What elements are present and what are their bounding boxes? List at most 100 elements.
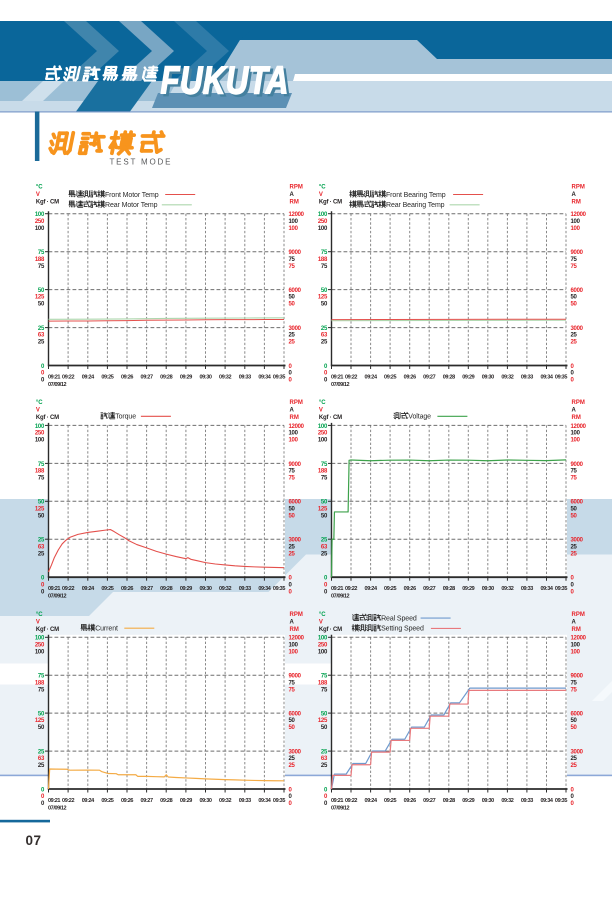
- svg-text:250: 250: [35, 431, 45, 437]
- svg-text:100: 100: [289, 219, 299, 225]
- svg-text:50: 50: [571, 725, 578, 731]
- svg-text:25: 25: [289, 763, 296, 769]
- svg-text:09:21: 09:21: [331, 375, 343, 381]
- svg-text:12000: 12000: [289, 212, 305, 218]
- svg-text:9000: 9000: [571, 674, 584, 680]
- svg-text:V: V: [319, 408, 323, 414]
- svg-text:50: 50: [571, 513, 578, 519]
- svg-text:250: 250: [318, 642, 328, 648]
- svg-text:A: A: [290, 408, 295, 414]
- svg-text:09:25: 09:25: [384, 798, 396, 804]
- svg-text:09:32: 09:32: [501, 586, 513, 592]
- svg-text:09:35: 09:35: [273, 586, 285, 592]
- svg-text:FUKUTA: FUKUTA: [161, 59, 289, 102]
- svg-text:07/09/12: 07/09/12: [331, 382, 350, 388]
- svg-text:100: 100: [289, 226, 299, 232]
- svg-text:V: V: [36, 408, 40, 414]
- svg-text:100: 100: [35, 226, 45, 232]
- svg-text:75: 75: [571, 680, 578, 686]
- svg-text:9000: 9000: [289, 250, 302, 256]
- svg-text:Kgf · CM: Kgf · CM: [319, 415, 342, 421]
- svg-text:09:24: 09:24: [82, 586, 95, 592]
- svg-text:Torque: Torque: [115, 414, 136, 421]
- svg-text:100: 100: [571, 226, 581, 232]
- svg-text:50: 50: [38, 302, 45, 308]
- svg-text:100: 100: [35, 212, 45, 218]
- svg-text:09:27: 09:27: [423, 375, 435, 381]
- svg-text:50: 50: [321, 712, 328, 718]
- svg-text:50: 50: [38, 288, 45, 294]
- svg-text:50: 50: [321, 302, 328, 308]
- svg-text:RM: RM: [572, 199, 581, 205]
- svg-text:07: 07: [26, 833, 42, 848]
- svg-text:12000: 12000: [289, 636, 305, 642]
- svg-text:09:33: 09:33: [239, 375, 251, 381]
- svg-text:25: 25: [38, 326, 45, 332]
- svg-text:75: 75: [38, 264, 45, 270]
- svg-text:09:27: 09:27: [141, 798, 153, 804]
- svg-text:25: 25: [571, 756, 578, 762]
- svg-text:75: 75: [321, 264, 328, 270]
- svg-text:V: V: [36, 620, 40, 626]
- svg-text:100: 100: [571, 431, 581, 437]
- svg-text:100: 100: [318, 212, 328, 218]
- svg-text:09:29: 09:29: [462, 798, 474, 804]
- svg-text:V: V: [319, 620, 323, 626]
- svg-text:V: V: [319, 192, 323, 198]
- svg-text:125: 125: [35, 718, 45, 724]
- svg-text:100: 100: [318, 649, 328, 655]
- svg-text:75: 75: [571, 476, 578, 482]
- svg-text:75: 75: [321, 250, 328, 256]
- svg-text:63: 63: [38, 333, 45, 339]
- svg-text:Front Motor Temp: Front Motor Temp: [105, 192, 159, 199]
- svg-text:09:35: 09:35: [555, 798, 567, 804]
- svg-text:09:32: 09:32: [501, 375, 513, 381]
- svg-text:09:24: 09:24: [365, 798, 378, 804]
- svg-text:25: 25: [321, 750, 328, 756]
- svg-text:07/09/12: 07/09/12: [331, 594, 350, 600]
- svg-text:09:30: 09:30: [482, 375, 494, 381]
- svg-text:25: 25: [571, 340, 578, 346]
- svg-text:RPM: RPM: [572, 400, 585, 406]
- svg-text:09:21: 09:21: [331, 798, 343, 804]
- svg-text:°C: °C: [36, 184, 43, 190]
- svg-text:09:24: 09:24: [365, 375, 378, 381]
- svg-text:75: 75: [571, 257, 578, 263]
- svg-text:50: 50: [571, 295, 578, 301]
- svg-text:25: 25: [289, 544, 296, 550]
- svg-text:09:32: 09:32: [219, 375, 231, 381]
- svg-text:6000: 6000: [571, 288, 584, 294]
- svg-text:100: 100: [35, 438, 45, 444]
- svg-text:09:33: 09:33: [521, 586, 533, 592]
- svg-text:RM: RM: [290, 199, 299, 205]
- svg-text:100: 100: [571, 438, 581, 444]
- svg-text:V: V: [36, 192, 40, 198]
- svg-text:Kgf · CM: Kgf · CM: [319, 627, 342, 633]
- svg-text:75: 75: [289, 469, 296, 475]
- svg-text:09:30: 09:30: [199, 375, 211, 381]
- svg-text:Front Bearing Temp: Front Bearing Temp: [386, 192, 446, 199]
- svg-text:09:25: 09:25: [101, 798, 113, 804]
- svg-text:75: 75: [321, 462, 328, 468]
- svg-text:75: 75: [321, 476, 328, 482]
- svg-text:125: 125: [35, 506, 45, 512]
- svg-text:RM: RM: [290, 627, 299, 633]
- svg-text:07/09/12: 07/09/12: [48, 806, 67, 812]
- svg-text:3000: 3000: [289, 538, 302, 544]
- svg-text:09:24: 09:24: [82, 798, 95, 804]
- svg-text:A: A: [572, 620, 577, 626]
- svg-text:09:29: 09:29: [462, 375, 474, 381]
- svg-text:09:34: 09:34: [540, 798, 553, 804]
- svg-text:09:27: 09:27: [141, 586, 153, 592]
- svg-text:09:24: 09:24: [82, 375, 95, 381]
- svg-text:09:34: 09:34: [540, 375, 553, 381]
- svg-text:09:28: 09:28: [160, 798, 172, 804]
- svg-text:100: 100: [289, 649, 299, 655]
- svg-text:Current: Current: [95, 626, 118, 633]
- svg-text:50: 50: [38, 513, 45, 519]
- svg-text:12000: 12000: [571, 424, 587, 430]
- svg-text:25: 25: [38, 340, 45, 346]
- svg-text:09:34: 09:34: [258, 375, 271, 381]
- svg-text:°C: °C: [36, 612, 43, 618]
- svg-text:3000: 3000: [289, 326, 302, 332]
